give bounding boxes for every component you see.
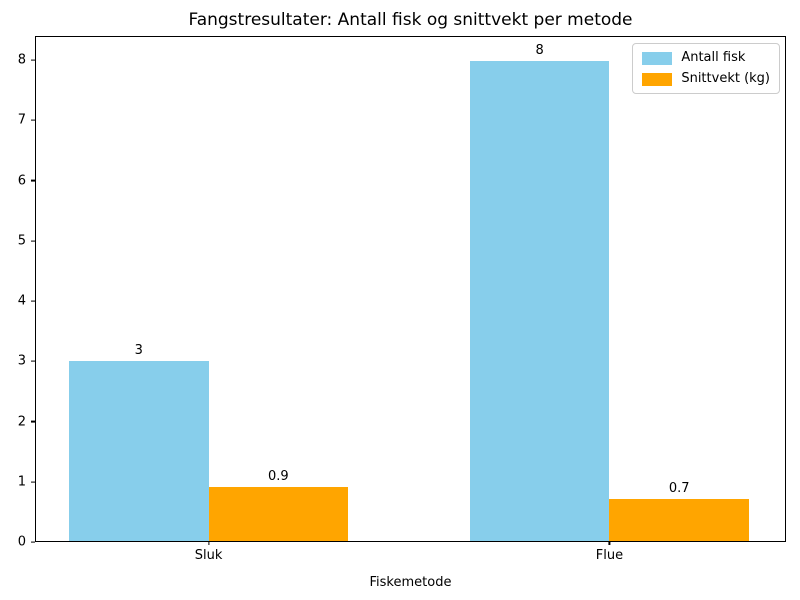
y-tick-label: 5 — [17, 233, 26, 249]
bar-value-label: 3 — [134, 343, 143, 358]
bar-value-label: 0.9 — [268, 469, 289, 484]
y-tick-mark — [31, 240, 35, 242]
plot-area: 3 0.9 8 0.7 Sluk Flue Antall fisk — [35, 36, 786, 563]
y-tick-mark — [31, 179, 35, 182]
bar — [68, 361, 209, 541]
legend: Antall fisk Snittvekt (kg) — [632, 43, 780, 94]
y-tick-label: 4 — [17, 293, 26, 309]
bar-sluk-antall-fisk: 3 — [68, 37, 209, 541]
y-tick-label: 1 — [17, 474, 26, 490]
bar — [609, 499, 750, 541]
y-tick-label: 6 — [17, 173, 26, 189]
legend-swatch-icon — [642, 51, 673, 65]
legend-swatch-icon — [642, 72, 673, 86]
y-tick-mark — [31, 119, 35, 121]
bar — [208, 487, 349, 541]
y-tick-mark — [31, 300, 35, 302]
x-tick-mark-flue — [608, 541, 611, 545]
bar-sluk-snittvekt: 0.9 — [208, 37, 349, 541]
x-tick-label-flue: Flue — [595, 548, 624, 563]
y-tick-label: 8 — [17, 52, 26, 68]
bar-flue-antall-fisk: 8 — [469, 37, 610, 541]
y-tick-label: 7 — [17, 112, 26, 128]
bar-value-label: 0.7 — [668, 481, 690, 496]
y-tick-mark — [31, 360, 35, 362]
y-tick-label: 0 — [17, 534, 26, 550]
bar — [469, 61, 610, 541]
y-tick-mark — [31, 481, 35, 483]
bar-flue-snittvekt: 0.7 — [609, 37, 750, 541]
y-tick-mark — [31, 420, 35, 423]
y-tick-mark — [31, 59, 35, 61]
legend-label: Snittvekt (kg) — [681, 71, 770, 86]
x-tick-mark-sluk — [207, 541, 210, 545]
y-tick-mark — [31, 541, 35, 543]
y-tick-label: 3 — [17, 353, 26, 369]
legend-label: Antall fisk — [681, 50, 746, 65]
legend-item-antall-fisk: Antall fisk — [642, 51, 770, 65]
y-axis-ticks: 0 1 2 3 4 5 6 7 8 — [0, 36, 35, 549]
chart-title: Fangstresultater: Antall fisk og snittve… — [188, 10, 633, 30]
x-axis-label: Fiskemetode — [369, 575, 452, 590]
legend-item-snittvekt: Snittvekt (kg) — [642, 72, 770, 86]
y-tick-label: 2 — [17, 414, 26, 430]
bar-value-label: 8 — [535, 43, 544, 58]
x-tick-label-sluk: Sluk — [194, 548, 223, 563]
